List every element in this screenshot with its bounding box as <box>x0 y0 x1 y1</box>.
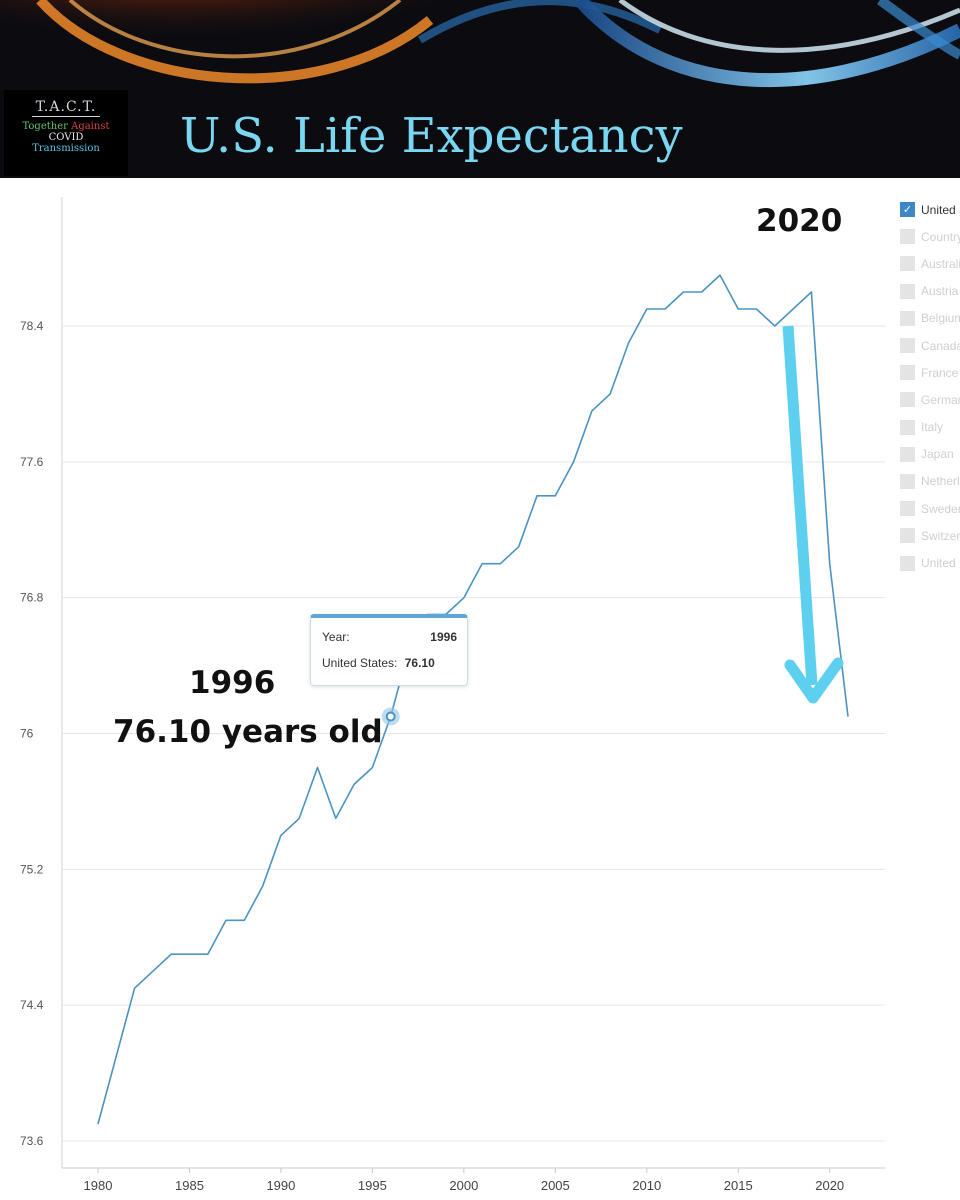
annotation-2020: 2020 <box>756 203 843 239</box>
legend-item-label: Canada <box>921 338 960 353</box>
drop-arrow-head <box>784 657 844 704</box>
x-tick-label: 1985 <box>175 1178 204 1193</box>
checkbox-unchecked-icon[interactable] <box>900 256 915 272</box>
legend-item[interactable]: Country <box>900 223 960 250</box>
banner-swirl-background <box>0 0 960 178</box>
checkbox-unchecked-icon[interactable] <box>900 338 915 354</box>
legend-item[interactable]: Switzerland <box>900 522 960 549</box>
checkbox-unchecked-icon[interactable] <box>900 555 915 571</box>
tooltip-series-label: United States: <box>322 656 398 670</box>
legend-item-label: Belgium <box>921 311 960 326</box>
checkbox-unchecked-icon[interactable] <box>900 229 915 245</box>
x-tick-label: 1980 <box>84 1178 113 1193</box>
legend-item-label: Switzerland <box>921 528 960 543</box>
legend-item-label: Italy <box>921 420 944 435</box>
legend-item[interactable]: Sweden <box>900 495 960 522</box>
legend-item-label: United Kingdom <box>921 556 960 571</box>
x-tick-label: 2005 <box>541 1178 570 1193</box>
y-tick-label: 75.2 <box>20 862 44 876</box>
series-legend: ✓ United States Country Australia Austria Bel… <box>900 196 960 577</box>
tooltip-year-value: 1996 <box>430 630 457 644</box>
legend-item[interactable]: France <box>900 359 960 386</box>
y-tick-label: 73.6 <box>20 1134 44 1148</box>
legend-item-label: France <box>921 365 959 380</box>
header-banner: T.A.C.T. Together Against COVID Transmis… <box>0 0 960 178</box>
checkbox-unchecked-icon[interactable] <box>900 528 915 544</box>
x-tick-label: 2020 <box>815 1178 844 1193</box>
y-tick-label: 76 <box>20 727 34 741</box>
logo-line-1: Together Against <box>4 121 128 132</box>
legend-item[interactable]: Germany <box>900 386 960 413</box>
page-title: U.S. Life Expectancy <box>180 108 683 164</box>
checkbox-unchecked-icon[interactable] <box>900 419 915 435</box>
y-tick-label: 78.4 <box>20 319 44 333</box>
tact-logo: T.A.C.T. Together Against COVID Transmis… <box>4 90 128 176</box>
legend-item[interactable]: Canada <box>900 332 960 359</box>
chart-svg: 73.6 74.4 75.2 76 76.8 77.6 78.4 1980 1985 1990 19… <box>20 197 885 1193</box>
checkbox-unchecked-icon[interactable] <box>900 365 915 381</box>
legend-item-label: Netherlands <box>921 474 960 489</box>
checkbox-unchecked-icon[interactable] <box>900 473 915 489</box>
legend-item-label: Sweden <box>921 501 960 516</box>
drop-arrow-shaft <box>782 325 818 686</box>
logo-acronym: T.A.C.T. <box>31 99 101 117</box>
legend-item[interactable]: United Kingdom <box>900 549 960 576</box>
legend-item[interactable]: Italy <box>900 414 960 441</box>
annotation-1996-year: 1996 <box>189 665 276 701</box>
x-tick-label: 1995 <box>358 1178 387 1193</box>
legend-item[interactable]: Netherlands <box>900 468 960 495</box>
tooltip-series-row: United States: 76.10 <box>322 656 457 670</box>
legend-item[interactable]: ✓ United States <box>900 196 960 223</box>
logo-line-2: COVID <box>48 132 84 143</box>
logo-word-together: Together <box>22 121 68 132</box>
legend-item[interactable]: Japan <box>900 441 960 468</box>
legend-item-label: United States <box>921 202 960 217</box>
life-expectancy-chart: 73.6 74.4 75.2 76 76.8 77.6 78.4 1980 1985 1990 19… <box>0 178 960 1200</box>
tooltip-series-value: 76.10 <box>404 656 435 670</box>
checkbox-unchecked-icon[interactable] <box>900 392 915 408</box>
y-tick-label: 76.8 <box>20 591 44 605</box>
data-tooltip: Year: 1996 United States: 76.10 <box>310 614 468 686</box>
checkbox-checked-icon[interactable]: ✓ <box>900 202 915 218</box>
checkbox-unchecked-icon[interactable] <box>900 501 915 517</box>
tooltip-year-label: Year: <box>322 630 350 644</box>
legend-item[interactable]: Austria <box>900 278 960 305</box>
legend-item[interactable]: Belgium <box>900 305 960 332</box>
checkbox-unchecked-icon[interactable] <box>900 310 915 326</box>
legend-item-label: Germany <box>921 392 960 407</box>
x-tick-label: 1990 <box>266 1178 295 1193</box>
y-tick-label: 77.6 <box>20 455 44 469</box>
legend-item-label: Country <box>921 229 960 244</box>
series-line-united-states <box>97 274 849 1125</box>
logo-line-3: Transmission <box>32 143 100 154</box>
annotation-1996-value: 76.10 years old <box>113 714 383 750</box>
checkbox-unchecked-icon[interactable] <box>900 446 915 462</box>
checkbox-unchecked-icon[interactable] <box>900 283 915 299</box>
y-tick-label: 74.4 <box>20 998 44 1012</box>
legend-item-label: Japan <box>921 447 954 462</box>
x-tick-label: 2010 <box>632 1178 661 1193</box>
highlight-marker-point <box>385 711 396 722</box>
x-tick-label: 2000 <box>449 1178 478 1193</box>
x-tick-label: 2015 <box>724 1178 753 1193</box>
legend-item-label: Austria <box>921 284 959 299</box>
logo-word-against: Against <box>71 121 110 132</box>
legend-item[interactable]: Australia <box>900 250 960 277</box>
legend-item-label: Australia <box>921 256 960 271</box>
